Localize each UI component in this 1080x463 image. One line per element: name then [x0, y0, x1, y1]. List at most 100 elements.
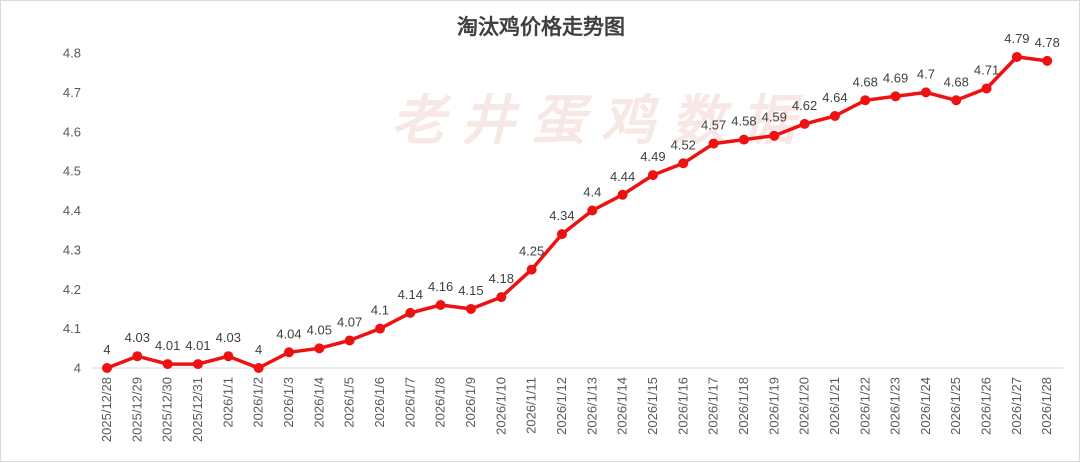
x-tick-label: 2026/1/17 [706, 377, 721, 435]
data-label: 4.58 [731, 114, 756, 129]
x-tick-label: 2026/1/6 [372, 377, 387, 428]
data-point [496, 292, 507, 303]
data-point [314, 343, 325, 354]
data-label: 4.78 [1035, 35, 1060, 50]
data-point [860, 95, 871, 106]
data-label: 4.07 [337, 314, 362, 329]
data-point [102, 363, 112, 373]
data-point [738, 134, 749, 145]
data-label: 4.52 [671, 137, 696, 152]
y-tick-label: 4.2 [63, 282, 81, 297]
data-point [951, 95, 962, 106]
data-point [162, 359, 173, 370]
data-point [223, 351, 234, 362]
x-tick-label: 2026/1/15 [645, 377, 660, 435]
x-tick-label: 2026/1/24 [918, 377, 933, 435]
data-label: 4.03 [125, 330, 150, 345]
x-tick-label: 2026/1/16 [675, 377, 690, 435]
data-label: 4.01 [185, 338, 210, 353]
x-tick-label: 2026/1/18 [736, 377, 751, 435]
data-label: 4.34 [549, 208, 574, 223]
data-point [465, 303, 476, 314]
data-label: 4.04 [276, 326, 301, 341]
data-point [799, 118, 810, 129]
data-point [405, 307, 416, 318]
x-tick-label: 2026/1/1 [220, 377, 235, 428]
y-tick-label: 4.4 [63, 203, 81, 218]
y-axis: 4 4.1 4.2 4.3 4.4 4.5 4.6 4.7 4.8 [63, 46, 81, 376]
x-axis: 2025/12/28 2025/12/29 2025/12/30 2025/12/31… [99, 377, 1054, 442]
data-points [102, 51, 1053, 373]
data-point [920, 87, 931, 98]
price-line [106, 55, 1048, 370]
data-point [556, 229, 567, 240]
x-tick-label: 2026/1/3 [281, 377, 296, 428]
y-tick-label: 4 [74, 361, 81, 376]
data-point [647, 170, 658, 181]
data-label: 4.01 [155, 338, 180, 353]
x-tick-label: 2026/1/28 [1039, 377, 1054, 435]
x-tick-label: 2026/1/12 [554, 377, 569, 435]
data-label: 4.68 [944, 74, 969, 89]
data-point [1011, 51, 1022, 62]
data-point [344, 335, 355, 346]
x-tick-label: 2026/1/23 [888, 377, 903, 435]
data-point [829, 111, 840, 121]
data-point [192, 359, 203, 370]
x-tick-label: 2026/1/10 [493, 377, 508, 435]
x-tick-label: 2026/1/8 [433, 377, 448, 428]
data-point [283, 347, 294, 358]
x-tick-label: 2026/1/21 [827, 377, 842, 435]
data-label: 4.14 [398, 287, 423, 302]
data-point [981, 83, 992, 94]
x-tick-label: 2026/1/14 [615, 377, 630, 435]
data-label: 4.44 [610, 169, 635, 184]
x-tick-label: 2026/1/4 [311, 377, 326, 428]
data-point [374, 323, 385, 334]
data-label: 4.57 [701, 118, 726, 133]
data-label: 4.7 [917, 66, 935, 81]
data-label: 4.62 [792, 98, 817, 113]
x-tick-label: 2026/1/2 [251, 377, 266, 428]
data-label: 4.4 [583, 185, 601, 200]
y-tick-label: 4.5 [63, 164, 81, 179]
y-tick-label: 4.1 [63, 321, 81, 336]
x-tick-label: 2026/1/7 [402, 377, 417, 428]
x-tick-label: 2025/12/28 [99, 377, 114, 442]
data-point [526, 264, 537, 275]
x-tick-label: 2025/12/31 [190, 377, 205, 442]
data-label: 4.68 [853, 74, 878, 89]
data-point [435, 300, 446, 310]
data-label: 4 [103, 342, 110, 357]
x-tick-label: 2026/1/20 [797, 377, 812, 435]
data-label: 4.69 [883, 70, 908, 85]
data-point [617, 189, 628, 200]
x-tick-label: 2026/1/25 [948, 377, 963, 435]
x-tick-label: 2026/1/11 [524, 377, 539, 434]
data-label: 4.49 [640, 149, 665, 164]
x-tick-label: 2026/1/26 [979, 377, 994, 435]
data-label: 4.64 [822, 90, 847, 105]
data-label: 4.15 [458, 283, 483, 298]
data-point [132, 351, 143, 362]
data-label: 4.05 [307, 322, 332, 337]
data-label: 4.03 [216, 330, 241, 345]
data-label: 4 [255, 342, 262, 357]
x-tick-label: 2026/1/27 [1009, 377, 1024, 435]
y-tick-label: 4.7 [63, 85, 81, 100]
data-point [253, 363, 264, 373]
x-tick-label: 2026/1/22 [857, 377, 872, 435]
y-tick-label: 4.3 [63, 242, 81, 257]
data-point [890, 91, 901, 102]
data-label: 4.1 [371, 303, 389, 318]
x-tick-label: 2026/1/5 [342, 377, 357, 428]
y-tick-label: 4.8 [63, 46, 81, 61]
data-label: 4.71 [974, 62, 999, 77]
data-point [708, 138, 719, 149]
x-tick-label: 2026/1/19 [766, 377, 781, 435]
data-point [769, 130, 780, 141]
x-tick-label: 2026/1/9 [463, 377, 478, 428]
data-label: 4.18 [489, 271, 514, 286]
